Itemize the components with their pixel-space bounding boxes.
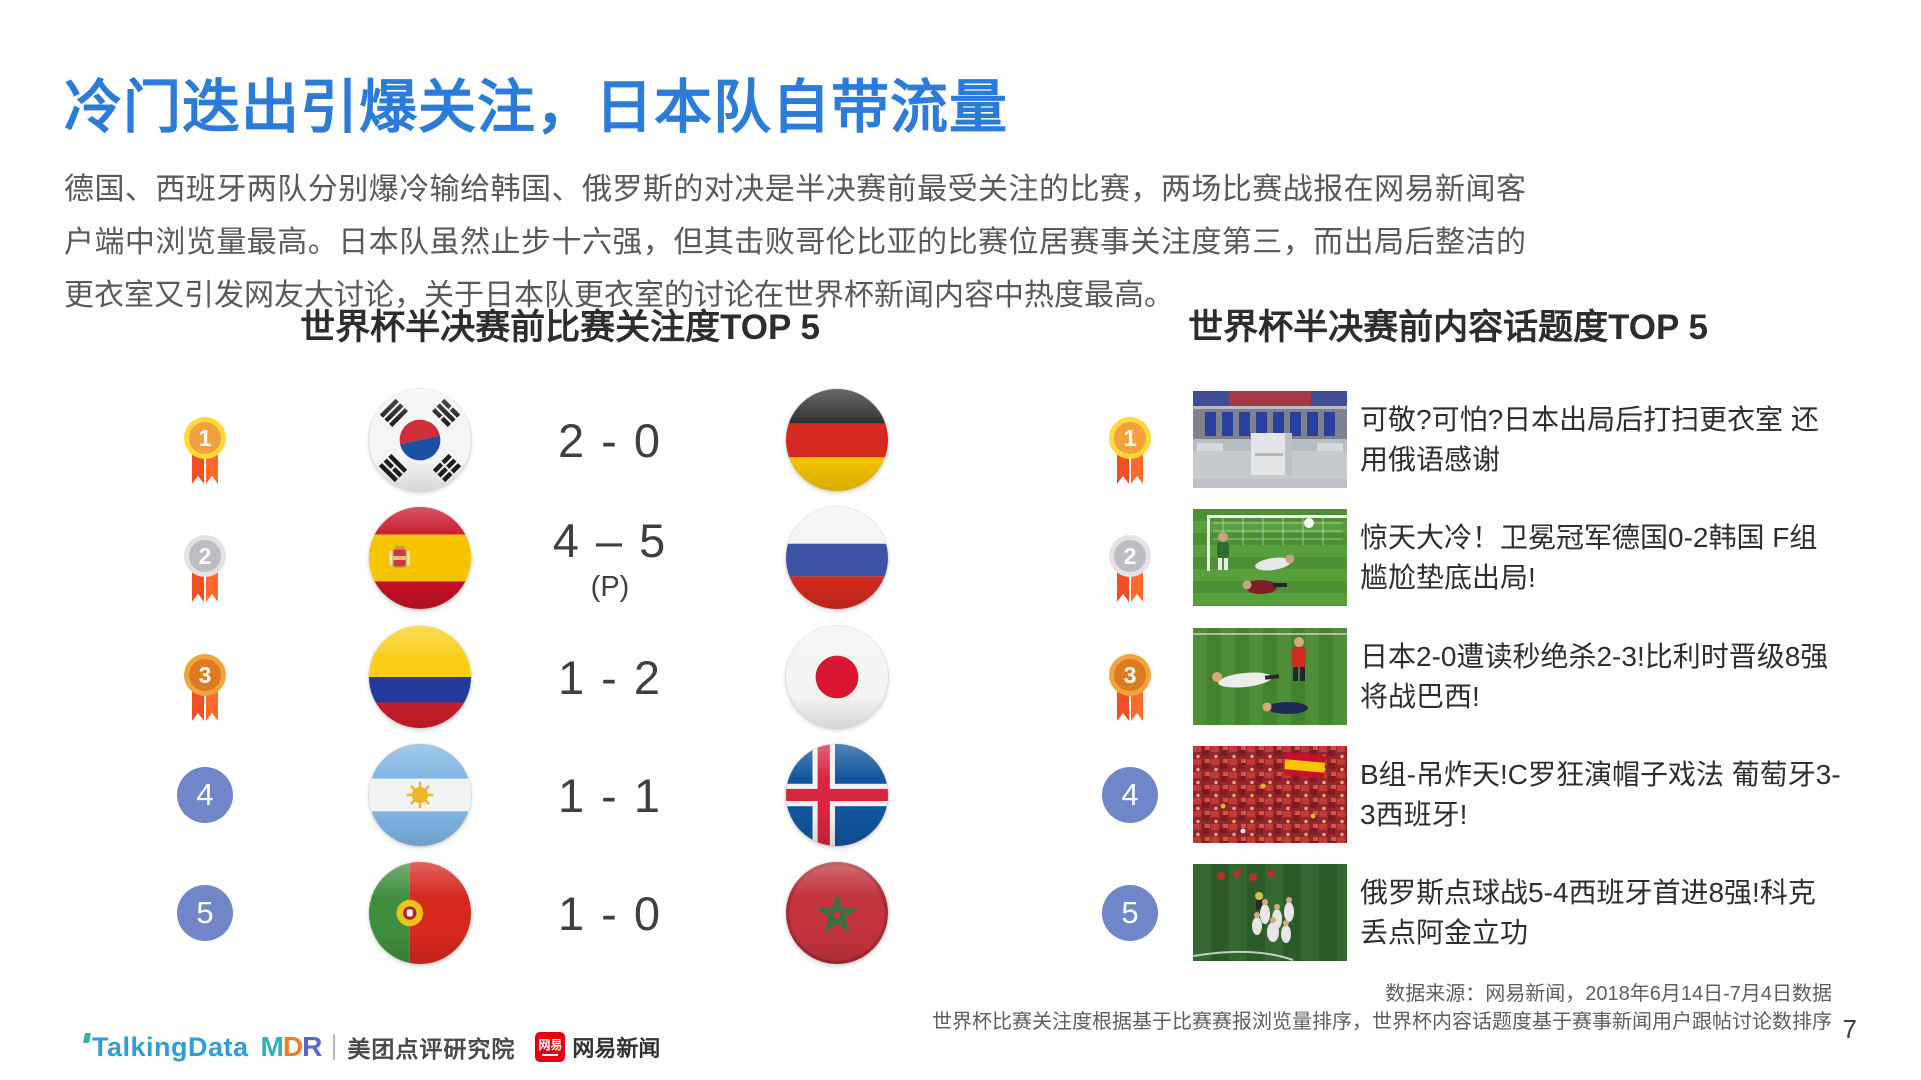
news-headline: 惊天大冷！卫冕冠军德国0-2韩国 F组尴尬垫底出局!	[1360, 522, 1818, 593]
topic-row: 4 B组-吊炸天!C罗狂演帽子戏法 葡萄牙3-3西班牙!	[1100, 736, 1890, 854]
match-row: 1 2 - 0	[0, 381, 980, 499]
rank-number: 1	[1124, 425, 1137, 451]
score-box: 1 - 0	[510, 854, 710, 972]
gold-medal-icon: 1	[184, 417, 226, 484]
match-score-note: (P)	[590, 570, 630, 603]
intro-paragraph: 德国、西班牙两队分别爆冷输给韩国、俄罗斯的对决是半决赛前最受关注的比赛，两场比赛…	[64, 173, 1526, 312]
south-korea-flag-icon	[369, 389, 471, 491]
score-box: 2 - 0	[510, 381, 710, 499]
silver-medal-icon: 2	[1109, 535, 1151, 602]
footer-logos: TalkingData MDR 美团点评研究院 网易 网易新闻	[84, 1030, 660, 1064]
match-row: 3 1 - 2	[0, 618, 980, 736]
rank-circle: 4	[177, 767, 233, 823]
matches-section-header: 世界杯半决赛前比赛关注度TOP 5	[300, 308, 820, 347]
netease-news-logo: 网易 网易新闻	[535, 1031, 660, 1063]
iceland-flag-icon	[786, 744, 888, 846]
data-source-line1: 数据来源：网易新闻，2018年6月14日-7月4日数据	[1385, 983, 1832, 1005]
match-score: 1 - 1	[557, 768, 663, 822]
match-row: 5 1 - 0	[0, 854, 980, 972]
silver-medal-icon: 2	[184, 535, 226, 602]
topics-section-header: 世界杯半决赛前内容话题度TOP 5	[1188, 308, 1708, 347]
locker-room-photo	[1193, 391, 1347, 488]
netease-badge-icon: 网易	[535, 1032, 566, 1062]
netease-news-label: 网易新闻	[572, 1036, 661, 1061]
japan-flag-icon	[786, 626, 888, 728]
rank-number: 3	[199, 662, 212, 688]
players-down-photo	[1193, 628, 1347, 725]
colombia-flag-icon	[369, 626, 471, 728]
mdr-letter-r: R	[302, 1031, 322, 1062]
news-headline: 可敬?可怕?日本出局后打扫更衣室 还用俄语感谢	[1360, 404, 1819, 475]
red-crowd-photo	[1193, 746, 1347, 843]
rank-circle: 5	[1102, 885, 1158, 941]
rank-number: 5	[196, 895, 214, 930]
bronze-medal-icon: 3	[184, 654, 226, 721]
rank-number: 5	[1121, 895, 1139, 930]
page-number: 7	[1842, 1014, 1857, 1044]
topic-row: 2 惊天大冷！卫冕冠军德国0-2韩国 F组尴尬垫底出局!	[1100, 499, 1890, 617]
rank-circle: 5	[177, 885, 233, 941]
data-source-note: 数据来源：网易新闻，2018年6月14日-7月4日数据 世界杯比赛关注度根据基于…	[932, 980, 1832, 1036]
goal-upset-photo	[1193, 509, 1347, 606]
spain-flag-icon	[369, 507, 471, 609]
celebration-photo	[1193, 864, 1347, 961]
score-box: 1 - 1	[510, 736, 710, 854]
topic-row: 5 俄罗斯点球战5-4西班牙首进8强!科克丢点阿金立功	[1100, 854, 1890, 972]
score-box: 1 - 2	[510, 618, 710, 736]
meituan-research-logo: 美团点评研究院	[347, 1036, 516, 1062]
portugal-flag-icon	[369, 862, 471, 964]
russia-flag-icon	[786, 507, 888, 609]
netease-badge-text: 网易	[538, 1037, 563, 1052]
data-source-line2: 世界杯比赛关注度根据基于比赛赛报浏览量排序，世界杯内容话题度基于赛事新闻用户跟帖…	[932, 1011, 1832, 1033]
rank-number: 1	[199, 425, 212, 451]
news-headline: 俄罗斯点球战5-4西班牙首进8强!科克丢点阿金立功	[1360, 877, 1816, 948]
mdr-letter-d: D	[282, 1031, 303, 1062]
bronze-medal-icon: 3	[1109, 654, 1151, 721]
news-headline: B组-吊炸天!C罗狂演帽子戏法 葡萄牙3-3西班牙!	[1360, 759, 1841, 830]
rank-number: 3	[1124, 662, 1137, 688]
logo-divider	[333, 1034, 336, 1060]
morocco-flag-icon	[786, 862, 888, 964]
match-row: 2 4 – 5 (P)	[0, 499, 980, 617]
rank-number: 4	[196, 777, 214, 812]
page-title: 冷门迭出引爆关注，日本队自带流量	[64, 75, 1009, 140]
argentina-flag-icon	[369, 744, 471, 846]
match-score: 2 - 0	[557, 413, 663, 467]
gold-medal-icon: 1	[1109, 417, 1151, 484]
match-score: 4 – 5	[552, 513, 668, 567]
rank-number: 2	[199, 543, 212, 569]
mdr-letter-m: M	[260, 1031, 284, 1062]
score-box: 4 – 5 (P)	[510, 499, 710, 617]
rank-number: 2	[1124, 543, 1137, 569]
match-score: 1 - 2	[557, 650, 663, 704]
match-row: 4 1 - 1	[0, 736, 980, 854]
rank-number: 4	[1121, 777, 1139, 812]
germany-flag-icon	[786, 389, 888, 491]
news-headline: 日本2-0遭读秒绝杀2-3!比利时晋级8强将战巴西!	[1360, 641, 1829, 712]
rank-circle: 4	[1102, 767, 1158, 823]
talkingdata-logo: TalkingData	[84, 1032, 249, 1063]
mdr-logo: MDR	[260, 1031, 323, 1063]
topic-row: 1 可敬?可怕?日本出局后打扫更衣室 还用俄语感谢	[1100, 381, 1890, 499]
topic-row: 3 日本2-0遭读秒绝杀2-3!比利时晋级8强将战巴西!	[1100, 618, 1890, 736]
match-score: 1 - 0	[557, 886, 663, 940]
